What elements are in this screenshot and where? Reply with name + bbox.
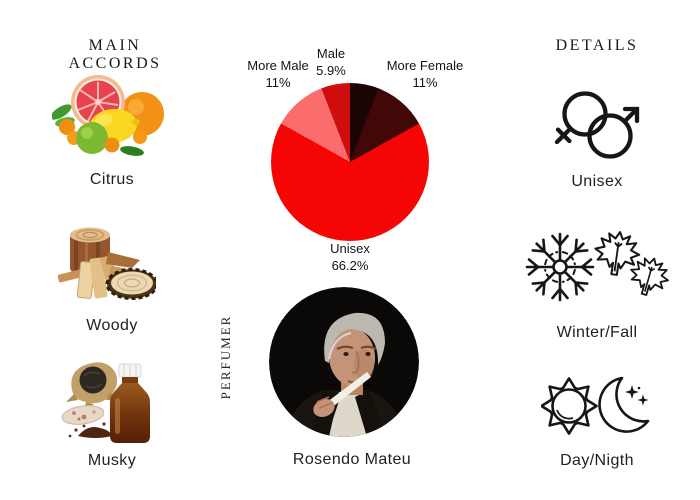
detail-label-day-night: Day/Nigth — [560, 452, 634, 469]
perfumer-section-label: PERFUMER — [218, 314, 233, 400]
pie-label-male-name: Male — [316, 46, 346, 61]
male-female-icon — [554, 91, 640, 159]
pie-label-more-female-pct: 11% — [412, 74, 438, 90]
sparkle-icon — [625, 385, 639, 399]
musky-illustration — [61, 362, 150, 443]
moon-icon — [598, 376, 650, 433]
pie-label-male-pct: 5.9% — [316, 62, 346, 78]
pie-label-more-female: More Female 11% — [374, 58, 476, 92]
pie-label-unisex: Unisex 66.2% — [300, 241, 400, 275]
sparkle-icon — [637, 386, 641, 390]
pie-label-more-male: More Male 11% — [228, 58, 328, 92]
pie-label-more-female-name: More Female — [386, 58, 464, 73]
sun-icon — [541, 377, 598, 435]
sun-moon-icon — [541, 376, 650, 435]
detail-label-unisex: Unisex — [571, 173, 623, 190]
pie-label-more-male-pct: 11% — [265, 74, 291, 90]
woody-illustration — [57, 227, 156, 300]
gender-pie-chart — [271, 83, 429, 241]
main-accords-title: MAIN ACCORDS — [68, 37, 162, 72]
accord-label-musky: Musky — [87, 452, 137, 469]
perfumer-name: Rosendo Mateu — [292, 451, 412, 468]
detail-label-winter-fall: Winter/Fall — [556, 324, 638, 341]
details-title: DETAILS — [555, 37, 639, 54]
pie-label-unisex-name: Unisex — [330, 241, 370, 256]
snowflake-icon — [525, 232, 595, 302]
citrus-illustration — [52, 75, 164, 156]
accord-label-woody: Woody — [86, 317, 138, 334]
perfumer-photo — [269, 287, 419, 437]
snowflake-maple-leaves-icon — [525, 228, 670, 302]
accord-label-citrus: Citrus — [89, 171, 135, 188]
sparkle-icon — [637, 394, 649, 406]
pie-label-unisex-pct: 66.2% — [331, 257, 369, 273]
pie-label-more-male-name: More Male — [247, 58, 309, 73]
pie-label-male: Male 5.9% — [300, 46, 362, 80]
